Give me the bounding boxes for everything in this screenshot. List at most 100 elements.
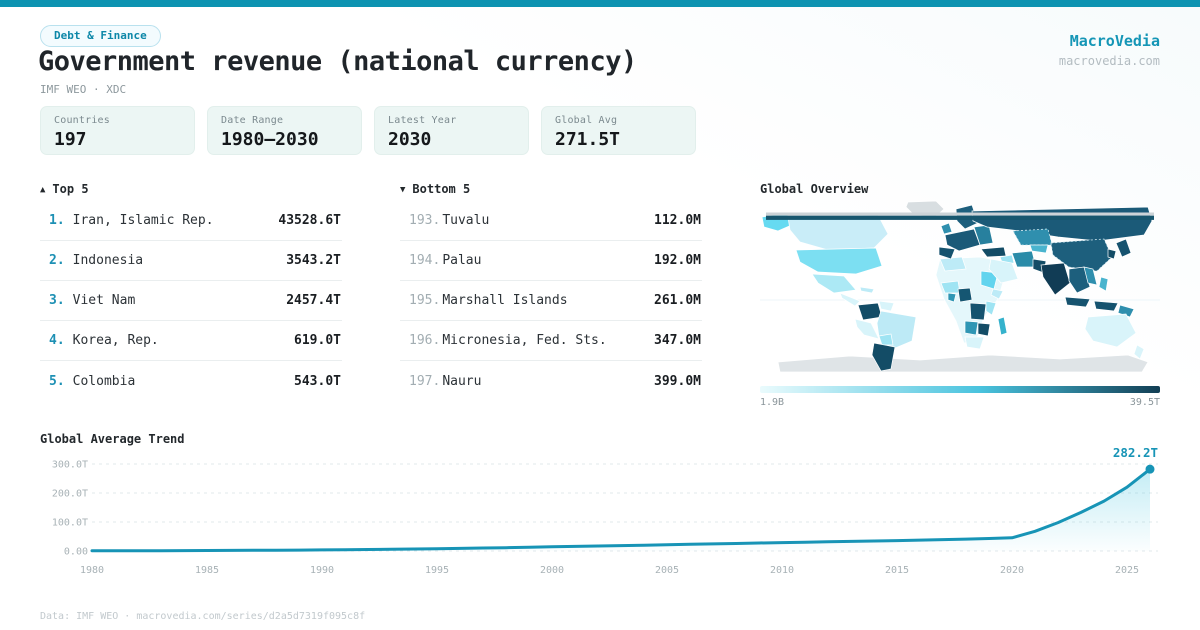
trend-chart-title: Global Average Trend <box>40 432 185 446</box>
svg-text:1985: 1985 <box>195 565 219 576</box>
map-region-vietnam <box>1083 266 1098 286</box>
country-name: Colombia <box>72 373 136 389</box>
map-region-madagascar <box>997 316 1008 336</box>
map-legend-gradient <box>760 386 1160 393</box>
country-name: Iran, Islamic Rep. <box>72 213 214 228</box>
top5-header: ▲ Top 5 <box>40 182 89 196</box>
country-name: Palau <box>442 253 482 268</box>
rank-number: 3. <box>49 293 65 308</box>
country-name: Marshall Islands <box>442 293 568 308</box>
svg-text:2000: 2000 <box>540 565 564 576</box>
country-value: 261.0M <box>654 293 701 308</box>
country-value: 347.0M <box>654 333 701 348</box>
map-region-bolivia <box>878 333 894 346</box>
table-row: 5. Colombia 543.0T <box>40 361 342 401</box>
svg-text:2020: 2020 <box>1000 565 1024 576</box>
country-value: 2457.4T <box>286 293 341 308</box>
bottom5-title: Bottom 5 <box>412 182 471 196</box>
map-region-korea <box>1107 248 1117 260</box>
map-region-canada <box>787 214 889 251</box>
stat-card-global-avg: Global Avg 271.5T <box>541 106 696 155</box>
svg-text:100.0T: 100.0T <box>52 518 88 529</box>
rank-number: 196. <box>409 333 441 348</box>
world-map <box>760 200 1160 373</box>
page-title: Government revenue (national currency) <box>38 46 637 77</box>
table-row: 193. Tuvalu 112.0M <box>400 201 702 241</box>
map-region-zambia <box>977 322 991 337</box>
stat-label: Date Range <box>221 115 284 126</box>
brand-logo[interactable]: MacroVedia <box>1069 32 1160 50</box>
stat-value: 197 <box>54 129 87 150</box>
rank-number: 2. <box>49 253 65 268</box>
rank-number: 5. <box>49 373 65 389</box>
map-region-indonesia-west <box>1064 296 1091 308</box>
map-region-argentina <box>871 342 896 372</box>
stat-card-date-range: Date Range 1980–2030 <box>207 106 362 155</box>
map-region-russia <box>971 206 1153 242</box>
map-region-central-asia <box>1029 244 1049 254</box>
table-row: 196. Micronesia, Fed. Sts. 347.0M <box>400 321 702 361</box>
country-value: 192.0M <box>654 253 701 268</box>
country-value: 399.0M <box>654 373 701 389</box>
svg-text:2015: 2015 <box>885 565 909 576</box>
map-region-philippines <box>1098 276 1109 292</box>
svg-text:1980: 1980 <box>80 565 104 576</box>
rank-number: 194. <box>409 253 441 268</box>
map-region-mexico <box>811 273 857 294</box>
stat-card-countries: Countries 197 <box>40 106 195 155</box>
rank-number: 4. <box>49 333 65 348</box>
stat-value: 271.5T <box>555 129 621 150</box>
rank-number: 1. <box>49 213 65 228</box>
svg-text:200.0T: 200.0T <box>52 489 88 500</box>
stat-label: Latest Year <box>388 115 457 126</box>
map-region-india <box>1040 262 1071 296</box>
country-name: Micronesia, Fed. Sts. <box>442 333 607 348</box>
map-region-kazakhstan <box>1012 228 1053 246</box>
svg-text:1990: 1990 <box>310 565 334 576</box>
table-row: 195. Marshall Islands 261.0M <box>400 281 702 321</box>
country-name: Tuvalu <box>442 213 490 228</box>
map-region-caribbean <box>859 286 875 294</box>
map-arctic-stripe-gray <box>766 212 1154 216</box>
top5-title: Top 5 <box>52 182 89 196</box>
map-region-antarctica <box>777 354 1149 373</box>
map-region-colombia <box>857 302 883 321</box>
map-region-turkey <box>980 246 1007 258</box>
up-triangle-icon: ▲ <box>40 185 46 195</box>
country-value: 43528.6T <box>278 213 341 228</box>
map-region-drc <box>969 302 987 321</box>
table-row: 197. Nauru 399.0M <box>400 361 702 401</box>
map-region-central-america <box>839 292 861 307</box>
top5-list: 1. Iran, Islamic Rep. 43528.6T 2. Indone… <box>40 201 342 401</box>
map-region-south-africa <box>964 336 985 350</box>
stat-card-latest-year: Latest Year 2030 <box>374 106 529 155</box>
rank-number: 195. <box>409 293 441 308</box>
map-region-western-europe <box>944 228 981 252</box>
svg-text:2005: 2005 <box>655 565 679 576</box>
svg-text:282.2T: 282.2T <box>1113 447 1158 460</box>
stat-value: 1980–2030 <box>221 129 319 150</box>
map-region-japan <box>1115 238 1132 258</box>
map-region-indonesia-east <box>1093 300 1119 312</box>
down-triangle-icon: ▼ <box>400 185 406 195</box>
map-region-maghreb <box>939 256 967 272</box>
table-row: 194. Palau 192.0M <box>400 241 702 281</box>
map-region-angola <box>964 320 979 336</box>
map-region-peru <box>854 318 880 340</box>
table-row: 1. Iran, Islamic Rep. 43528.6T <box>40 201 342 241</box>
svg-text:1995: 1995 <box>425 565 449 576</box>
map-region-east-africa <box>985 300 997 316</box>
top-accent-bar <box>0 0 1200 7</box>
svg-text:2010: 2010 <box>770 565 794 576</box>
map-legend-max-label: 39.5T <box>1129 397 1160 408</box>
country-name: Nauru <box>442 373 482 389</box>
country-value: 112.0M <box>654 213 701 228</box>
svg-text:0.00: 0.00 <box>64 547 88 558</box>
map-region-iran <box>1011 250 1037 268</box>
svg-text:300.0T: 300.0T <box>52 460 88 471</box>
country-name: Indonesia <box>72 253 144 268</box>
map-legend-min-label: 1.9B <box>760 397 785 408</box>
stat-label: Countries <box>54 115 110 126</box>
map-region-venezuela <box>878 300 895 312</box>
category-badge[interactable]: Debt & Finance <box>40 25 161 47</box>
